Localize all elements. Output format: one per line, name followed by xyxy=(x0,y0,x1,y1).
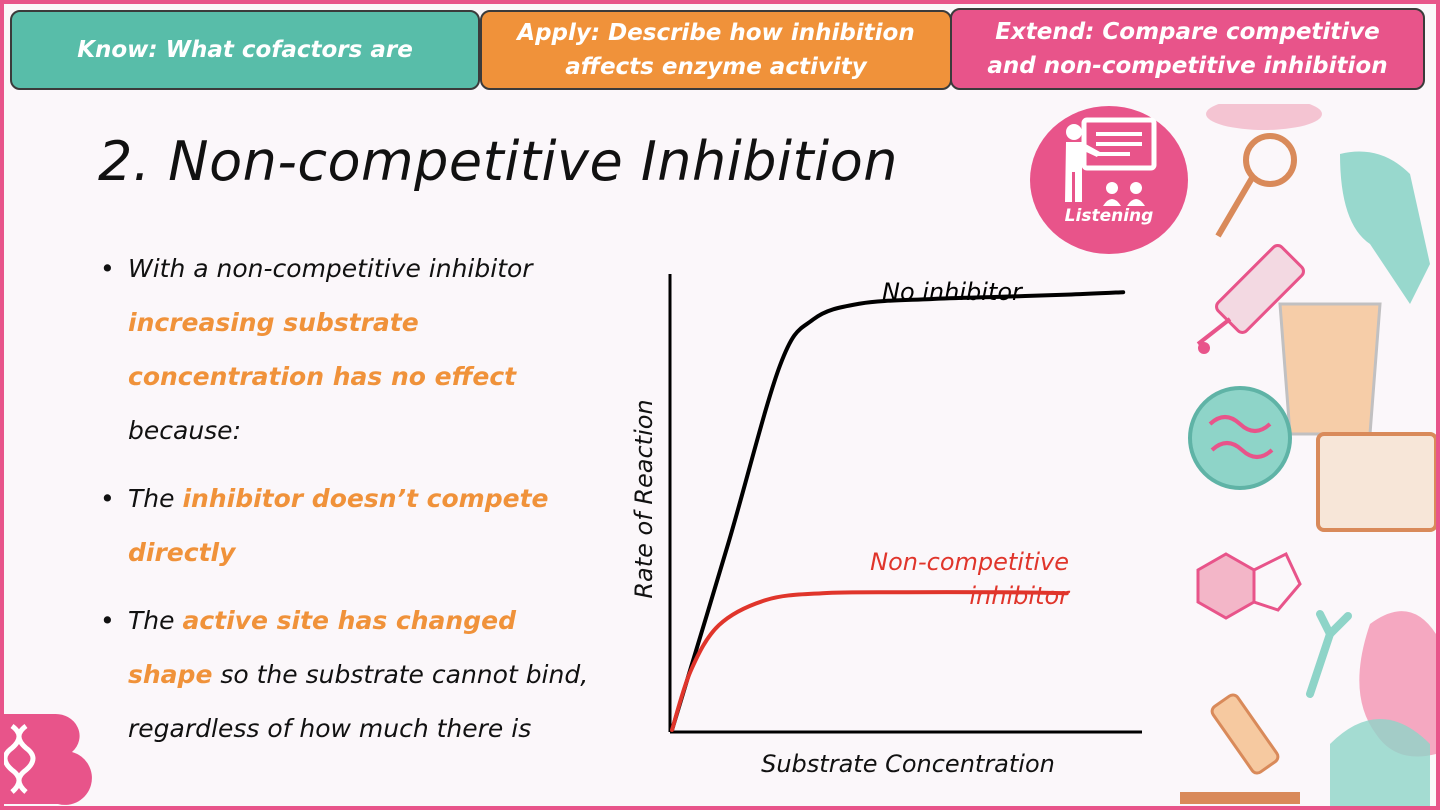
series-label-non-competitive-inhibitor: Non-competitive inhibitor xyxy=(870,548,1071,610)
bullet-2: The inhibitor doesn’t compete directly xyxy=(100,472,590,580)
objective-know: Know: What cofactors are xyxy=(10,10,480,90)
y-axis-label: Rate of Reaction xyxy=(630,399,658,598)
notebook-icon xyxy=(1316,432,1436,532)
placenta-icon xyxy=(1330,719,1430,806)
cell-icon xyxy=(1188,386,1292,490)
objective-extend-line2: and non-competitive inhibition xyxy=(987,53,1388,79)
bullet-1-highlight: increasing substrate concentration has n… xyxy=(128,308,517,391)
bullet-3: The active site has changed shape so the… xyxy=(100,594,590,756)
bullet-list: With a non-competitive inhibitor increas… xyxy=(100,242,590,770)
decorative-lab-illustrations xyxy=(1180,104,1436,806)
series-label-no-inhibitor: No inhibitor xyxy=(882,278,1024,306)
antibody-icon xyxy=(1306,610,1352,698)
objective-apply-line1: Apply: Describe how inhibition xyxy=(517,20,915,46)
bullet-3-text-b: so the substrate cannot bind, regardless… xyxy=(128,660,589,743)
bullet-2-text-a: The xyxy=(128,484,183,513)
x-axis-label: Substrate Concentration xyxy=(761,750,1055,778)
microscope-icon xyxy=(1180,693,1300,804)
series-label-line: inhibitor xyxy=(969,582,1071,610)
series-label-line: No inhibitor xyxy=(882,278,1024,306)
listening-label: Listening xyxy=(1064,206,1154,226)
bullet-3-text-a: The xyxy=(128,606,183,635)
page-title: 2. Non-competitive Inhibition xyxy=(98,130,898,193)
bullet-1-text-a: With a non-competitive inhibitor xyxy=(128,254,533,283)
bullet-1: With a non-competitive inhibitor increas… xyxy=(100,242,590,458)
beaker-icon xyxy=(1278,302,1382,436)
adenine-molecule-icon xyxy=(1196,551,1302,620)
objective-extend-line1: Extend: Compare competitive xyxy=(995,19,1380,45)
objective-apply: Apply: Describe how inhibition affects e… xyxy=(480,10,952,90)
objective-extend: Extend: Compare competitive and non-comp… xyxy=(950,8,1425,90)
rate-chart: No inhibitor Non-competitive inhibitor Su… xyxy=(630,274,1142,778)
listening-badge: Listening xyxy=(1030,106,1188,254)
teacher-presenting-icon xyxy=(1065,117,1157,206)
glove-icon xyxy=(1340,151,1430,304)
objective-know-text: Know: What cofactors are xyxy=(77,37,413,63)
pill-icon xyxy=(1206,104,1322,130)
bullet-1-text-b: because: xyxy=(128,416,241,445)
syringe-icon xyxy=(1196,244,1305,354)
bullet-3-highlight: active site has changed shape xyxy=(128,606,516,689)
series-label-line: Non-competitive xyxy=(870,548,1069,576)
series-line-non-competitive-inhibitor xyxy=(670,590,1069,732)
brand-logo xyxy=(4,713,92,805)
magnifier-icon xyxy=(1243,133,1297,187)
series-line-no-inhibitor xyxy=(670,290,1126,732)
bullet-2-highlight: inhibitor doesn’t compete directly xyxy=(128,484,549,567)
objective-apply-line2: affects enzyme activity xyxy=(565,54,867,80)
